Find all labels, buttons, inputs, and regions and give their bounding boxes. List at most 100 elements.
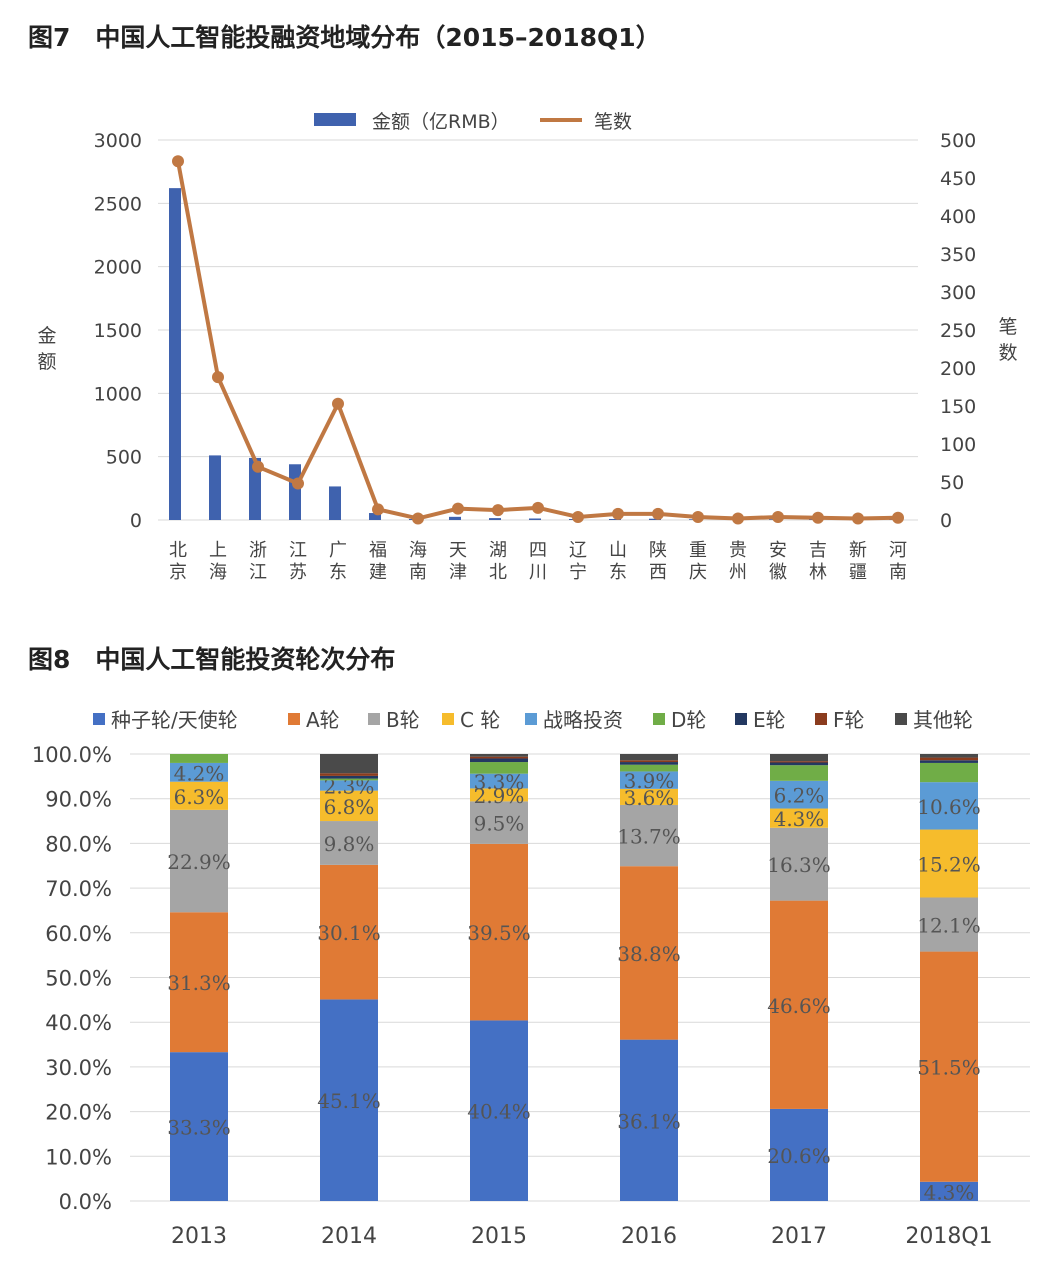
x-tick-label-char: 海 <box>209 562 227 583</box>
legend-label-count: 笔数 <box>594 111 632 133</box>
bar-amount <box>369 513 381 520</box>
x-tick-label-char: 徽 <box>769 562 787 583</box>
y2-tick-label: 100 <box>940 434 976 456</box>
legend-swatch <box>735 713 747 725</box>
y2-tick-label: 50 <box>940 472 964 494</box>
data-label: 10.6% <box>917 795 981 819</box>
x-tick-label: 2014 <box>321 1224 377 1249</box>
line-point <box>292 477 304 490</box>
y2-tick-label: 400 <box>940 206 976 228</box>
line-point <box>732 512 744 525</box>
line-point <box>372 503 384 516</box>
stack-segment <box>470 758 528 763</box>
x-tick-label-char: 东 <box>609 562 627 583</box>
legend-swatch <box>368 713 380 725</box>
x-tick-label-char: 浙 <box>249 540 267 561</box>
legend-label: 种子轮/天使轮 <box>111 708 238 732</box>
stack-segment <box>920 757 978 761</box>
y2-tick-label: 300 <box>940 282 976 304</box>
data-label: 6.3% <box>174 785 225 809</box>
data-label: 15.2% <box>917 853 981 877</box>
stack-segment <box>920 754 978 758</box>
data-label: 3.6% <box>624 786 675 810</box>
line-point <box>652 507 664 520</box>
data-label: 9.8% <box>324 832 375 856</box>
stack-segment <box>770 780 828 809</box>
y-tick-label: 0 <box>130 510 142 532</box>
y-tick-label: 70.0% <box>45 877 112 901</box>
data-label: 13.7% <box>617 825 681 849</box>
stack-segment <box>920 951 978 1182</box>
data-label: 33.3% <box>167 1116 231 1140</box>
stack-segment <box>620 760 678 763</box>
y-tick-label: 50.0% <box>45 967 112 991</box>
data-label: 30.1% <box>317 921 381 945</box>
data-label: 9.5% <box>474 812 525 836</box>
data-label: 40.4% <box>467 1100 531 1124</box>
x-tick-label-char: 北 <box>169 540 187 561</box>
bar-amount <box>609 518 621 520</box>
line-point <box>532 501 544 514</box>
stack-segment <box>470 843 528 1021</box>
x-tick-label-char: 川 <box>529 562 547 583</box>
legend-label: E轮 <box>753 708 786 732</box>
stack-segment <box>470 754 528 757</box>
line-point <box>852 512 864 525</box>
stack-segment <box>620 788 678 805</box>
stack-segment <box>170 912 228 1053</box>
data-label: 4.3% <box>774 807 825 831</box>
y-tick-label: 0.0% <box>59 1190 112 1214</box>
stack-segment <box>920 897 978 952</box>
stack-segment <box>770 761 828 763</box>
stack-segment <box>470 1020 528 1201</box>
data-label: 16.3% <box>767 853 831 877</box>
data-label: 46.6% <box>767 994 831 1018</box>
line-point <box>172 155 184 168</box>
x-tick-label-char: 南 <box>889 562 907 583</box>
stack-segment <box>320 864 378 1000</box>
stack-segment <box>770 765 828 781</box>
y2-axis-title-char: 笔 <box>998 316 1017 338</box>
data-label: 12.1% <box>917 914 981 938</box>
line-point <box>452 502 464 515</box>
figure7-title: 图7 中国人工智能投融资地域分布（2015–2018Q1） <box>28 23 661 52</box>
bar-amount <box>209 455 221 520</box>
legend-swatch <box>895 713 907 725</box>
stack-segment <box>470 801 528 844</box>
stack-segment <box>470 762 528 774</box>
x-tick-label-char: 安 <box>769 540 787 561</box>
y-tick-label: 40.0% <box>45 1011 112 1035</box>
data-label: 20.6% <box>767 1144 831 1168</box>
x-tick-label-char: 林 <box>809 562 827 583</box>
y2-tick-label: 250 <box>940 320 976 342</box>
stack-segment <box>470 773 528 789</box>
legend-label: C 轮 <box>460 708 500 732</box>
x-tick-label-char: 湖 <box>489 540 507 561</box>
legend-label: A轮 <box>306 708 340 732</box>
stack-segment <box>770 1108 828 1201</box>
stack-segment <box>620 804 678 867</box>
y-tick-label: 80.0% <box>45 832 112 856</box>
stack-segment <box>920 1181 978 1201</box>
x-tick-label-char: 疆 <box>849 562 867 583</box>
x-tick-label: 2018Q1 <box>905 1224 992 1249</box>
figure8-title: 图8 中国人工智能投资轮次分布 <box>28 645 396 674</box>
data-label: 4.2% <box>174 761 225 785</box>
data-label: 45.1% <box>317 1089 381 1113</box>
legend-swatch <box>93 713 105 725</box>
y-tick-label: 3000 <box>94 130 142 152</box>
x-tick-label: 2015 <box>471 1224 527 1249</box>
y-tick-label: 10.0% <box>45 1145 112 1169</box>
x-tick-label-char: 江 <box>289 540 307 561</box>
stack-segment <box>320 780 378 791</box>
x-tick-label-char: 陕 <box>649 540 667 561</box>
stack-segment <box>920 760 978 763</box>
legend-label: F轮 <box>833 708 865 732</box>
y-tick-label: 1000 <box>94 383 142 405</box>
x-tick-label-char: 福 <box>369 540 387 561</box>
y2-tick-label: 200 <box>940 358 976 380</box>
x-tick-label-char: 建 <box>369 562 387 583</box>
x-tick-label-char: 重 <box>689 540 707 561</box>
legend-label: B轮 <box>386 708 420 732</box>
x-tick-label: 2017 <box>771 1224 827 1249</box>
